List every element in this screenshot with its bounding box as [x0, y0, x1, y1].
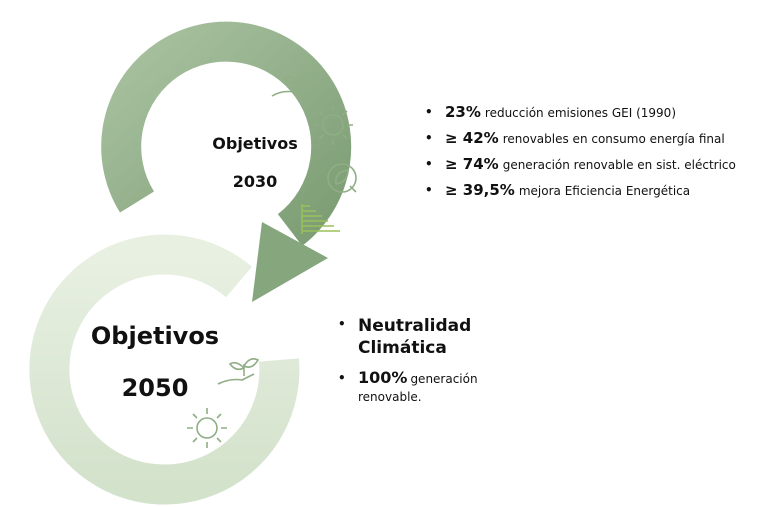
goal-text: mejora Eficiencia Energética: [518, 184, 691, 198]
goal-highlight: ≥ 39,5%: [445, 181, 515, 199]
goal-item: 100%generación renovable.: [338, 369, 508, 406]
year-2030: 2030: [232, 172, 278, 191]
goal-highlight: ≥ 74%: [445, 155, 499, 173]
goal-item: Neutralidad Climática: [338, 315, 508, 359]
goal-highlight: 23%: [445, 103, 481, 121]
year-2050: 2050: [121, 374, 189, 402]
title-2050: Objetivos: [90, 322, 220, 350]
icon-plant-hand: [271, 72, 314, 97]
list-2050: Neutralidad Climática 100%generación reno…: [338, 315, 508, 416]
ring-2050: [29, 234, 300, 505]
list-2030: 23%reducción emisiones GEI (1990)≥ 42%re…: [425, 103, 736, 207]
goal-text: renovables en consumo energía final: [502, 132, 725, 146]
goal-highlight: Neutralidad Climática: [358, 316, 472, 358]
icon-plant-hand-2050: [217, 358, 260, 385]
goal-text: reducción emisiones GEI (1990): [484, 106, 676, 120]
goal-text: generación renovable.: [358, 372, 478, 404]
icon-efficiency: [301, 204, 340, 234]
goal-highlight: ≥ 42%: [445, 129, 499, 147]
goal-highlight: 100%: [358, 368, 408, 387]
icon-sun-2050: [187, 408, 227, 448]
icon-sun: [313, 105, 353, 145]
goal-item: ≥ 39,5%mejora Eficiencia Energética: [425, 181, 736, 207]
arrow-head: [252, 222, 328, 302]
goal-item: ≥ 42%renovables en consumo energía final: [425, 129, 736, 155]
ring-2030: [101, 21, 352, 246]
title-2030: Objetivos: [212, 134, 298, 153]
goal-text: generación renovable en sist. eléctrico: [502, 158, 736, 172]
icon-plug-leaf: [327, 163, 357, 193]
goal-item: ≥ 74%generación renovable en sist. eléct…: [425, 155, 736, 181]
goal-item: 23%reducción emisiones GEI (1990): [425, 103, 736, 129]
